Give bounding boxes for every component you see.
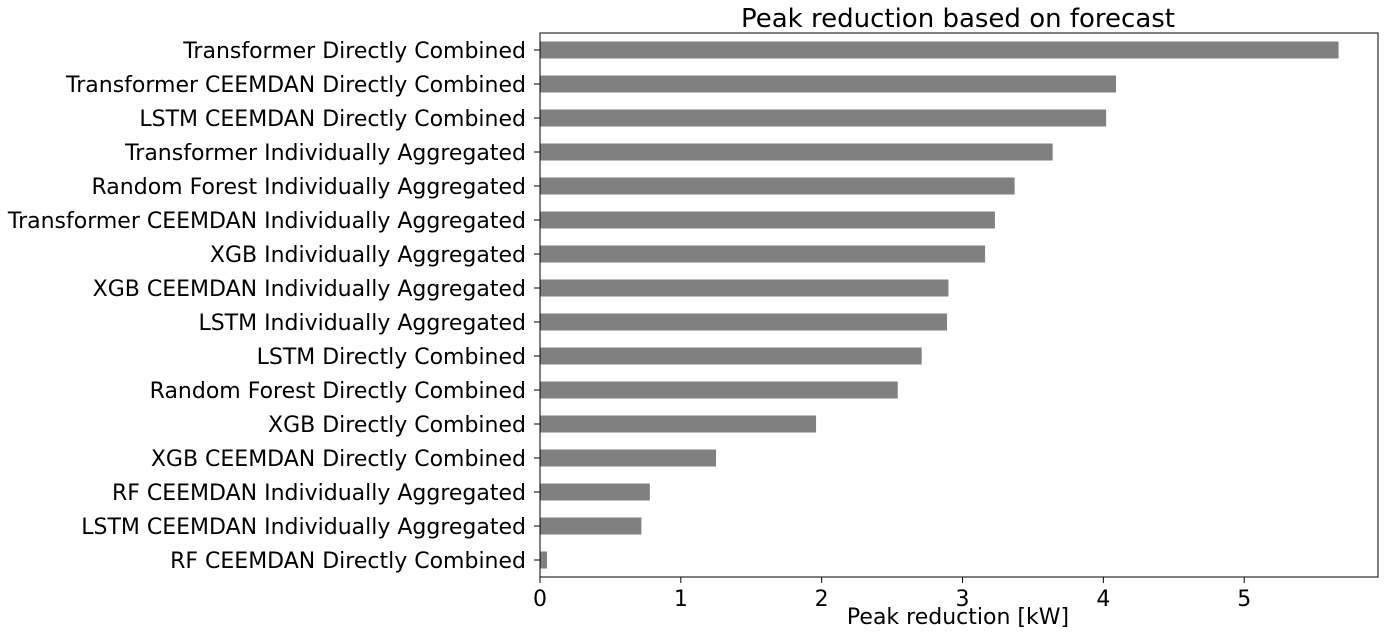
category-label: LSTM CEEMDAN Individually Aggregated [81, 515, 526, 540]
x-axis-label: Peak reduction [kW] [847, 605, 1069, 630]
bar [540, 449, 717, 467]
x-tick-label: 2 [815, 587, 829, 612]
category-label: Transformer CEEMDAN Individually Aggrega… [7, 209, 526, 234]
category-label: RF CEEMDAN Directly Combined [170, 549, 526, 574]
bars-group [540, 41, 1339, 569]
x-tick-label: 5 [1237, 587, 1251, 612]
bar [540, 75, 1117, 93]
bar [540, 41, 1339, 59]
bar [540, 279, 949, 297]
bar [540, 143, 1053, 161]
category-label: XGB Individually Aggregated [210, 243, 526, 268]
plot-frame [539, 32, 1379, 578]
category-label: XGB Directly Combined [268, 413, 526, 438]
bar [540, 415, 817, 433]
x-tick-label: 3 [956, 587, 970, 612]
category-label: LSTM Directly Combined [257, 345, 526, 370]
bar [540, 245, 986, 263]
category-label: Transformer Directly Combined [182, 39, 526, 64]
bar [540, 517, 642, 535]
x-tick-label: 4 [1096, 587, 1110, 612]
category-label: LSTM Individually Aggregated [198, 311, 526, 336]
bar [540, 177, 1015, 195]
category-labels: Transformer Directly Combined Transformer… [7, 39, 540, 574]
bar [540, 211, 995, 229]
bar [540, 109, 1107, 127]
x-tick-label: 1 [674, 587, 688, 612]
category-label: Random Forest Individually Aggregated [92, 175, 527, 200]
x-tick-label: 0 [533, 587, 547, 612]
category-label: XGB CEEMDAN Directly Combined [151, 447, 526, 472]
chart-title: Peak reduction based on forecast [741, 4, 1175, 34]
bar [540, 313, 948, 331]
category-label: RF CEEMDAN Individually Aggregated [112, 481, 526, 506]
bar [540, 347, 922, 365]
category-label: LSTM CEEMDAN Directly Combined [139, 107, 526, 132]
bar [540, 483, 650, 501]
bar [540, 381, 898, 399]
category-label: Transformer CEEMDAN Directly Combined [65, 73, 526, 98]
x-axis-ticks: 0 1 2 3 4 5 [533, 577, 1251, 612]
bar [540, 551, 548, 569]
category-label: Random Forest Directly Combined [150, 379, 526, 404]
category-label: Transformer Individually Aggregated [124, 141, 526, 166]
category-label: XGB CEEMDAN Individually Aggregated [93, 277, 526, 302]
